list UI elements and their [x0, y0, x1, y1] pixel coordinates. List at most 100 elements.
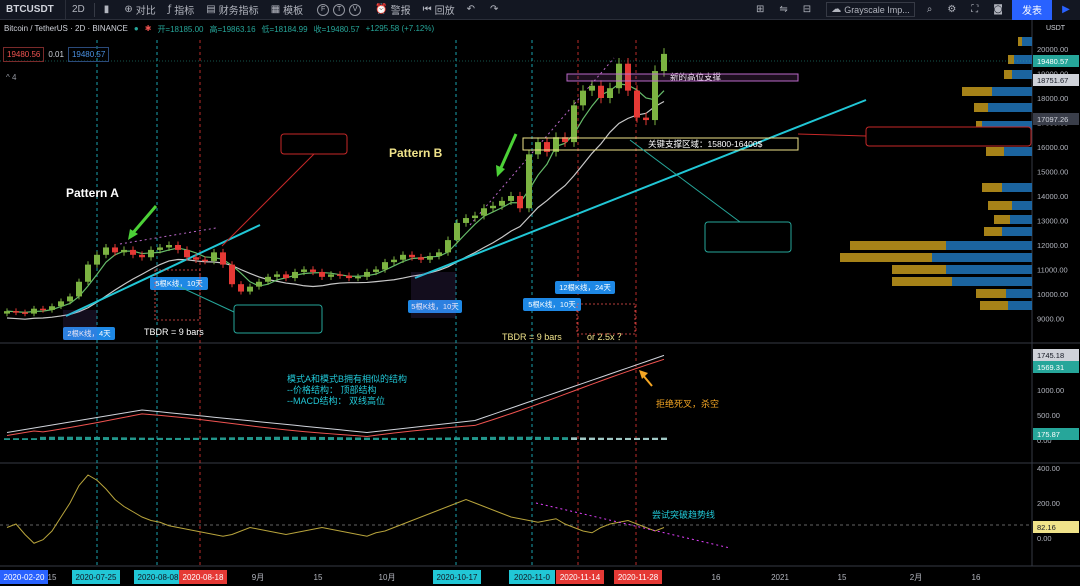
- v-circle-icon[interactable]: V: [349, 3, 362, 16]
- redo-button[interactable]: ↷: [484, 0, 507, 20]
- template-button[interactable]: ▦ 模板: [265, 0, 309, 20]
- new-support-box[interactable]: [566, 73, 799, 82]
- cloud-icon: ☁: [831, 4, 842, 15]
- macd-histogram-bar: [409, 437, 415, 440]
- macd-histogram-bar: [58, 436, 64, 440]
- volume-profile-bar-down: [962, 87, 992, 96]
- top-toolbar: BTCUSDT 2D ▮ ⊕ 对比 ƒ 指标 ▤ 财务指标 ▦ 模板 F T V ⏰ 警报…: [0, 0, 1080, 20]
- alert-button[interactable]: ⏰ 警报: [369, 0, 416, 20]
- undo-button[interactable]: ↶: [461, 0, 484, 20]
- bid-price[interactable]: 19480.56: [3, 47, 45, 62]
- toolbar-divider: [93, 2, 95, 17]
- macd-axis-tick: 0.00: [1037, 436, 1052, 445]
- macd-histogram-bar: [211, 437, 217, 440]
- pullback-b-callout-box[interactable]: [704, 221, 792, 253]
- macd-histogram-bar: [202, 437, 208, 440]
- time-axis-label: 10月: [379, 573, 396, 582]
- fullscreen-button[interactable]: ⛶: [965, 0, 987, 20]
- candle-up: [463, 218, 469, 223]
- date-tag-label: 2020-10-17: [437, 573, 478, 582]
- financials-button[interactable]: ▤ 财务指标: [200, 0, 264, 20]
- indicators-count: 4: [12, 73, 17, 82]
- date-tag-label: 2020-08-08: [138, 573, 179, 582]
- macd-histogram-bar: [634, 437, 640, 440]
- publish-button[interactable]: 发表: [1012, 0, 1052, 20]
- time-axis-label: 15: [314, 573, 323, 582]
- price-axis-tick: 18000.00: [1037, 94, 1068, 103]
- layout-name-button[interactable]: ☁ Grayscale Imp...: [820, 0, 921, 20]
- macd-histogram-bar: [67, 436, 73, 440]
- play-button[interactable]: ▶: [1052, 0, 1080, 20]
- t-circle-icon[interactable]: T: [333, 3, 346, 16]
- candle-up: [436, 252, 442, 257]
- pattern-a-label: Pattern A: [66, 186, 119, 200]
- macd-note-line3: --MACD结构： 双线高位: [287, 395, 385, 406]
- macd-line: [6, 354, 665, 434]
- compare-button[interactable]: ⊕ 对比: [118, 0, 161, 20]
- volume-profile-bar-down: [840, 253, 932, 262]
- screenshot-button[interactable]: ◙: [987, 0, 1012, 20]
- macd-histogram-bar: [472, 437, 478, 440]
- volume-profile: [840, 37, 1032, 310]
- crosshair-button[interactable]: ⊟: [797, 0, 820, 20]
- macd-histogram-bar: [4, 438, 10, 440]
- pullback-b-pointer: [629, 139, 741, 223]
- indicators-collapse[interactable]: ^ 4: [6, 73, 16, 82]
- layout-grid-icon: ⊞: [756, 4, 765, 15]
- pattern-a-top-line: [119, 227, 217, 245]
- replay-button[interactable]: ⏮ 回放: [417, 0, 461, 20]
- candle-down: [283, 274, 289, 279]
- volume-profile-bar-down: [976, 289, 1006, 298]
- candle-up: [526, 154, 532, 209]
- macd-note-line1: 模式A和模式B拥有相似的结构: [287, 373, 407, 384]
- macd-histogram-bar: [553, 437, 559, 440]
- pullback-a-callout-box[interactable]: [233, 304, 323, 334]
- interval-button[interactable]: 2D: [66, 0, 91, 20]
- new-support-label: 新的高位支撑: [670, 72, 722, 82]
- macd-histogram-bar: [400, 437, 406, 440]
- candle-type-button[interactable]: ▮: [98, 0, 119, 20]
- candle-up: [256, 281, 262, 287]
- candlestick-series: [4, 48, 667, 317]
- candle-up: [553, 137, 559, 152]
- publish-label: 发表: [1022, 6, 1042, 17]
- date-tag-label: 2020-07-25: [76, 573, 117, 582]
- break-trend-callout-box[interactable]: [280, 133, 348, 155]
- kline-5c-label-bg: [523, 298, 581, 311]
- price-axis-tick: 13000.00: [1037, 217, 1068, 226]
- layout-select-button[interactable]: ⊞: [750, 0, 773, 20]
- signal-tag-bg: [1033, 361, 1079, 373]
- volume-profile-bar-down: [1004, 70, 1012, 79]
- macd-histogram-bar: [346, 437, 352, 440]
- macd-signal-line: [6, 358, 665, 437]
- key-support-box[interactable]: [522, 137, 799, 151]
- volume-profile-bar-down: [1008, 55, 1014, 64]
- bid-ask-group: 19480.56 0.01 19480.57: [3, 47, 110, 62]
- cci-trend-line: [535, 502, 731, 549]
- break-confirm-callout-box[interactable]: [865, 126, 1032, 147]
- sync-button[interactable]: ⇋: [773, 0, 796, 20]
- volume-profile-bar-up: [1002, 183, 1032, 192]
- date-tag-label: 2020-11-28: [618, 573, 659, 582]
- axes: USDT20000.0019000.0018000.0017000.001600…: [0, 25, 1079, 584]
- ask-price[interactable]: 19480.57: [67, 47, 110, 62]
- candle-up: [481, 208, 487, 216]
- series-title[interactable]: Bitcoin / TetherUS · 2D · BINANCE: [4, 24, 128, 33]
- f-circle-icon[interactable]: F: [317, 3, 330, 16]
- settings-eye-icon[interactable]: ✱: [144, 24, 152, 33]
- macd-tag-bg: [1033, 349, 1079, 361]
- symbol-search[interactable]: BTCUSDT: [0, 0, 66, 20]
- quick-search-button[interactable]: ⌕: [921, 0, 942, 20]
- candle-up: [490, 205, 496, 209]
- macd-histogram-bar: [418, 437, 424, 440]
- settings-button[interactable]: ⚙: [941, 0, 965, 20]
- price-axis-tick: 16000.00: [1037, 143, 1068, 152]
- candle-up: [364, 271, 370, 277]
- macd-histogram-bar: [94, 436, 100, 440]
- candle-up: [247, 286, 253, 292]
- candle-down: [598, 85, 604, 98]
- indicators-button[interactable]: ƒ 指标: [162, 0, 201, 20]
- macd-histogram-bar: [382, 437, 388, 440]
- candle-down: [229, 264, 235, 285]
